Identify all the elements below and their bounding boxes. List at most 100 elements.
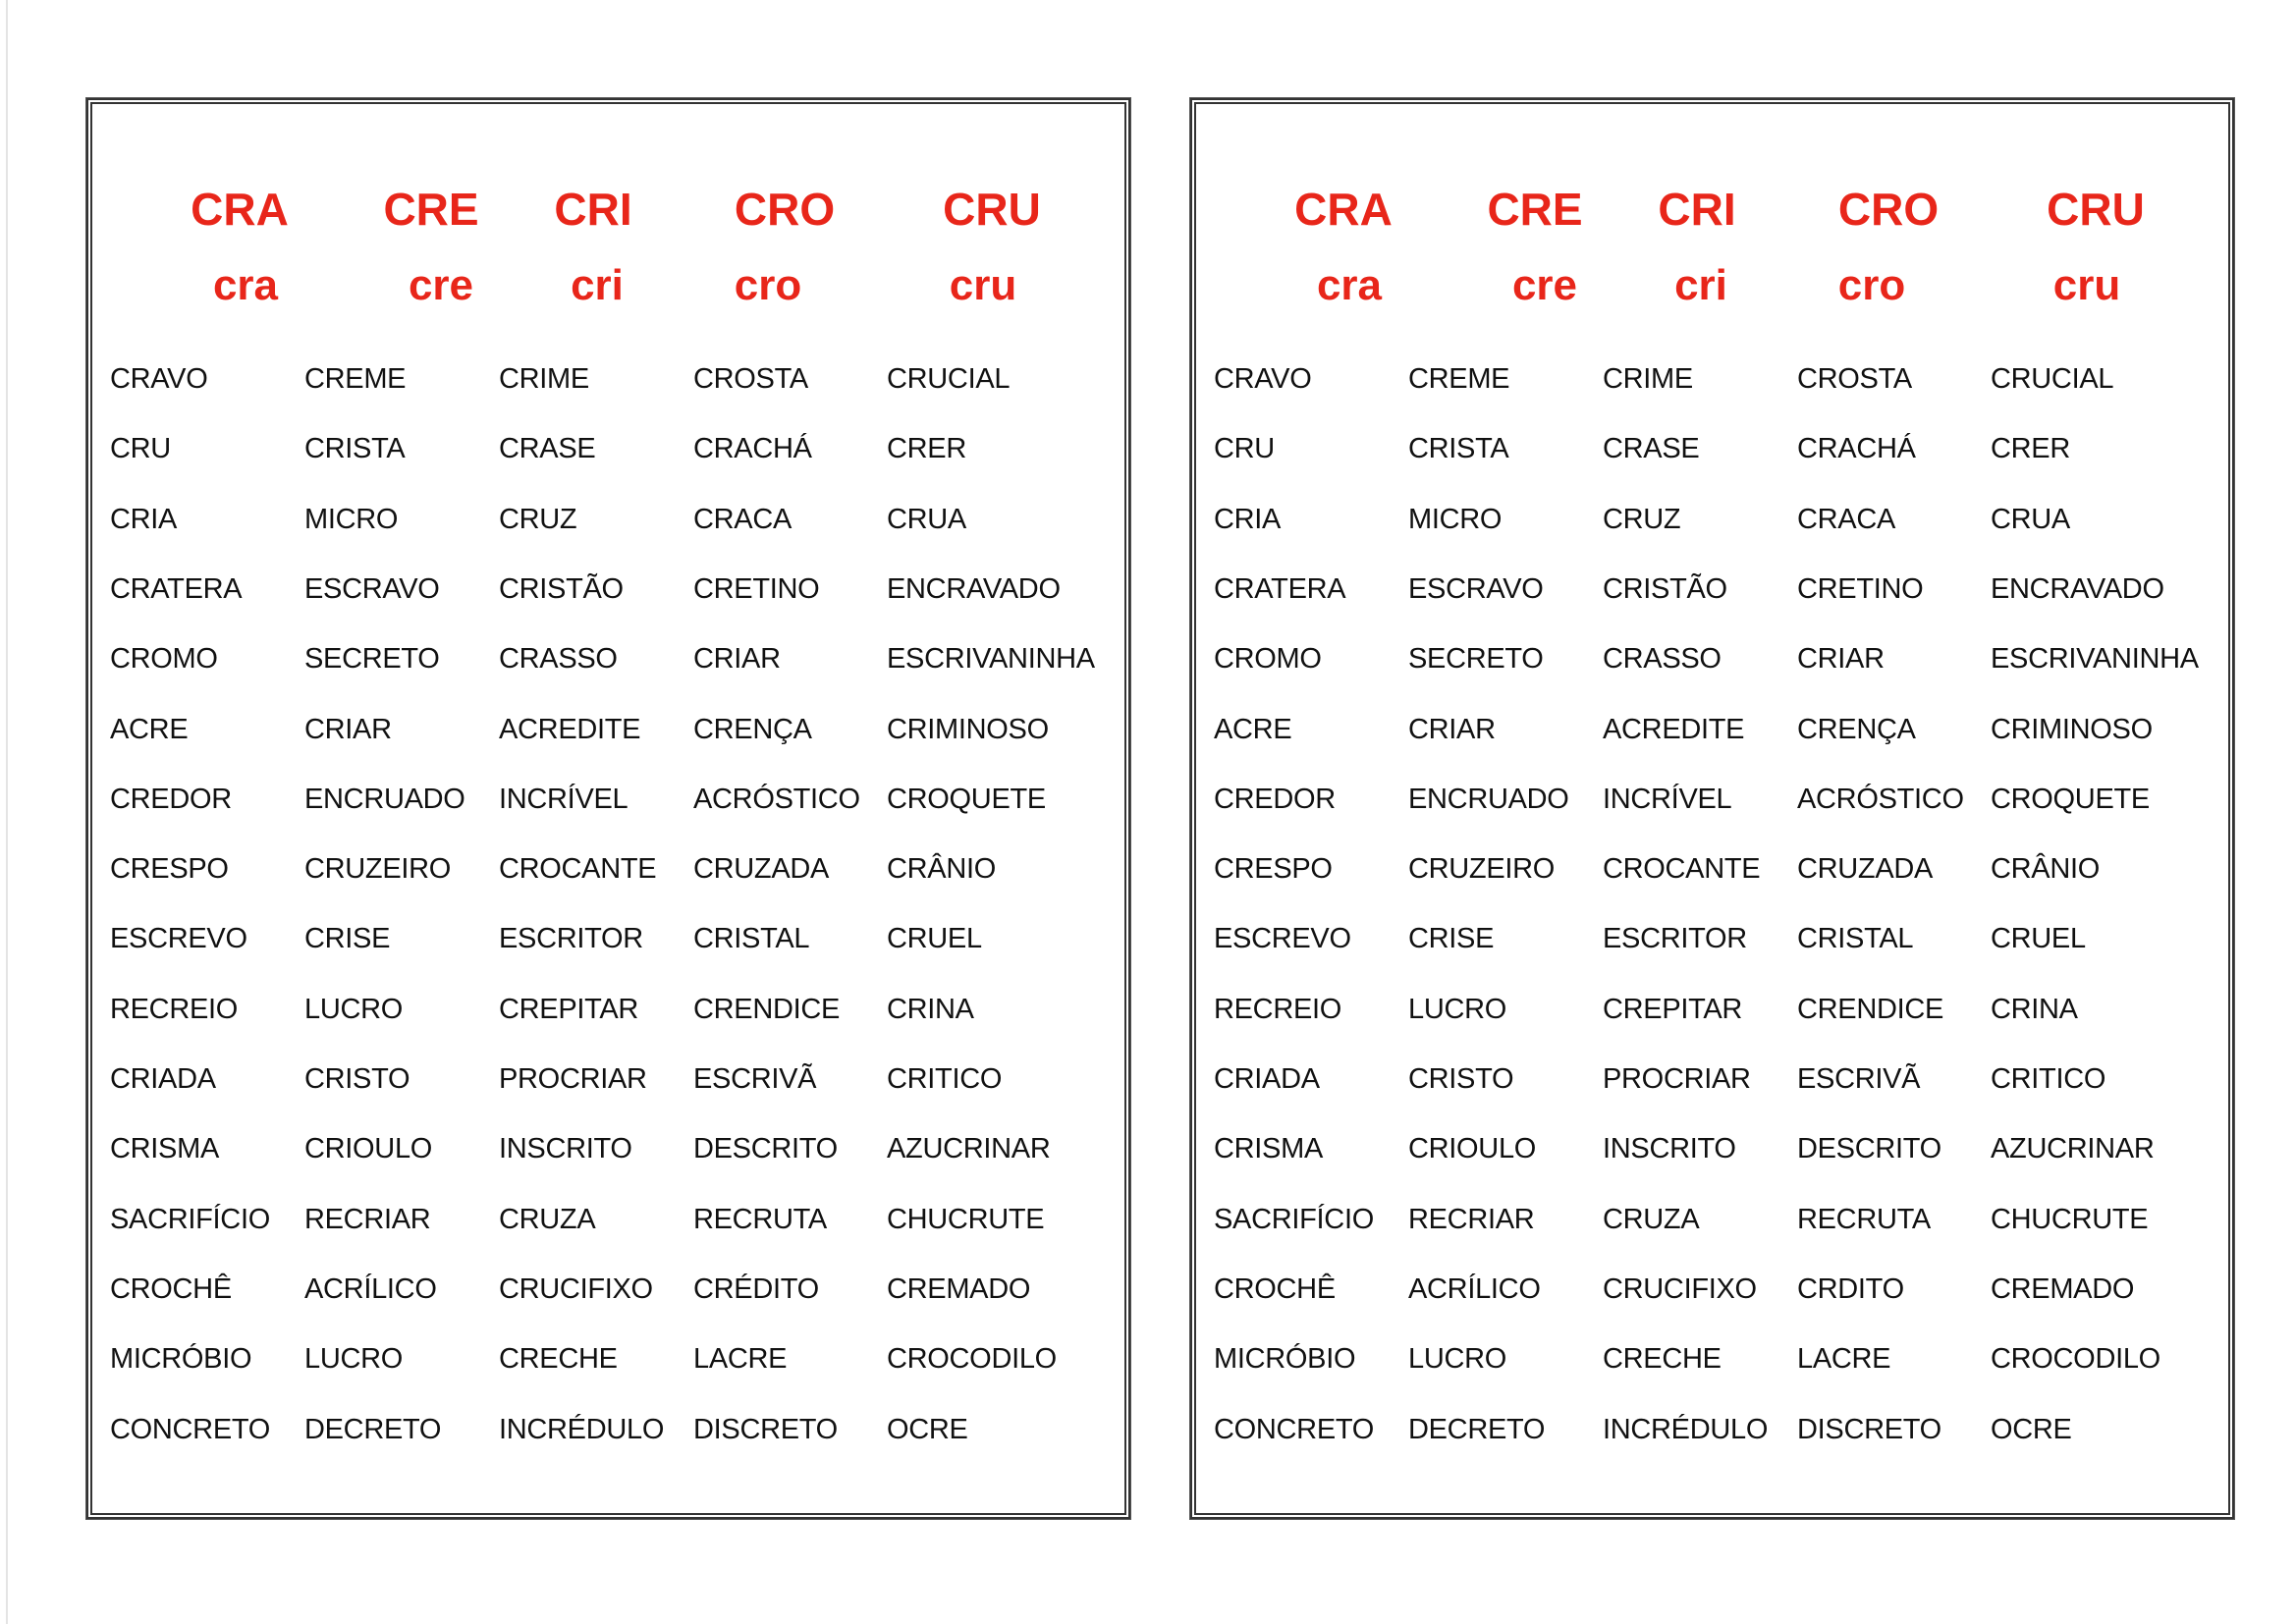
word-cell: DISCRETO xyxy=(693,1413,838,1445)
word-cell: CRENDICE xyxy=(1797,993,1944,1025)
syllable-header-lower: cri xyxy=(571,261,624,309)
word-cell: CRISTÃO xyxy=(1603,572,1727,605)
syllable-header-upper: CRE xyxy=(383,184,479,235)
syllable-header-upper: CRU xyxy=(2047,184,2145,235)
word-cell: DECRETO xyxy=(304,1413,442,1445)
word-cell: CRIOULO xyxy=(304,1133,433,1165)
word-cell: AZUCRINAR xyxy=(887,1133,1051,1165)
word-cell: MICRO xyxy=(304,503,399,535)
word-cell: ENCRUADO xyxy=(1408,783,1569,815)
word-cell: CROMO xyxy=(1214,643,1322,676)
word-cell: CROCANTE xyxy=(1603,853,1761,886)
word-cell: CRUCIAL xyxy=(1991,363,2114,395)
syllable-header-lower: cra xyxy=(1316,261,1383,309)
word-cell: CRIME xyxy=(1603,363,1693,395)
word-cell: CRENÇA xyxy=(693,713,812,745)
word-cell: CRIA xyxy=(110,503,178,535)
word-cell: CRUZA xyxy=(499,1203,596,1235)
word-cell: CRISTAL xyxy=(693,923,810,955)
word-cell: CRETINO xyxy=(693,572,820,605)
syllable-header-upper: CRA xyxy=(191,184,289,235)
word-cell: CRU xyxy=(1214,433,1275,465)
word-cell: CREMADO xyxy=(1991,1272,2135,1305)
word-cell: CRIME xyxy=(499,363,589,395)
word-cell: CRUZA xyxy=(1603,1203,1700,1235)
word-cell: CRUCIAL xyxy=(887,363,1011,395)
word-cell: CRER xyxy=(1991,433,2070,465)
word-cell: CHUCRUTE xyxy=(1991,1203,2149,1235)
syllable-header-lower: cre xyxy=(1511,261,1578,309)
word-cell: CRUZADA xyxy=(693,853,830,886)
word-cell: PROCRIAR xyxy=(1603,1063,1751,1095)
word-cell: CROQUETE xyxy=(887,783,1046,815)
word-cell: OCRE xyxy=(1991,1413,2072,1445)
word-cell: MICRÓBIO xyxy=(110,1343,252,1376)
word-cell: RECREIO xyxy=(1214,993,1342,1025)
word-cell: CREPITAR xyxy=(1603,993,1743,1025)
word-cell: CRESPO xyxy=(1214,853,1333,886)
word-cell: ENCRAVADO xyxy=(1991,572,2164,605)
word-cell: CRECHE xyxy=(499,1343,618,1376)
word-cell: CRINA xyxy=(887,993,974,1025)
word-cell: CRÂNIO xyxy=(1991,853,2100,886)
syllable-header-upper: CRU xyxy=(943,184,1041,235)
word-cell: DECRETO xyxy=(1408,1413,1546,1445)
word-cell: CRASSO xyxy=(499,643,618,676)
word-cell: CRIOULO xyxy=(1408,1133,1537,1165)
word-cell: CRISMA xyxy=(1214,1133,1323,1165)
word-cell: ESCRAVO xyxy=(1408,572,1544,605)
word-cell: CRESPO xyxy=(110,853,229,886)
word-cell: CREME xyxy=(304,363,407,395)
word-cell: CROSTA xyxy=(1797,363,1912,395)
word-cell: INSCRITO xyxy=(499,1133,632,1165)
word-cell: CRUA xyxy=(887,503,966,535)
word-cell: CRASE xyxy=(499,433,596,465)
word-cell: LACRE xyxy=(1797,1343,1891,1376)
word-cell: CRIADA xyxy=(1214,1063,1320,1095)
word-cell: CRUCIFIXO xyxy=(499,1272,653,1305)
word-cell: LUCRO xyxy=(304,993,404,1025)
word-cell: CRUCIFIXO xyxy=(1603,1272,1757,1305)
word-cell: SACRIFÍCIO xyxy=(1214,1203,1374,1235)
word-cell: DESCRITO xyxy=(693,1133,838,1165)
word-cell: CRAVO xyxy=(1214,363,1312,395)
word-cell: CRISTÃO xyxy=(499,572,624,605)
word-cell: CRIAR xyxy=(1797,643,1885,676)
word-cell: CRECHE xyxy=(1603,1343,1722,1376)
word-cell: RECRIAR xyxy=(1408,1203,1535,1235)
word-cell: INCRÍVEL xyxy=(499,783,629,815)
word-cell: ACRÓSTICO xyxy=(1797,783,1964,815)
word-cell: CROCODILO xyxy=(887,1343,1057,1376)
word-cell: CRUA xyxy=(1991,503,2070,535)
word-cell: CRÂNIO xyxy=(887,853,996,886)
word-cell: CRUZADA xyxy=(1797,853,1934,886)
word-cell: ESCRIVANINHA xyxy=(887,643,1095,676)
word-cell: LACRE xyxy=(693,1343,788,1376)
word-cell: CRU xyxy=(110,433,171,465)
word-cell: CRENDICE xyxy=(693,993,841,1025)
word-cell: INSCRITO xyxy=(1603,1133,1736,1165)
word-cell: CRÉDITO xyxy=(693,1272,819,1305)
word-cell: CROQUETE xyxy=(1991,783,2150,815)
word-cell: CRIAR xyxy=(1408,713,1496,745)
word-cell: CRUEL xyxy=(887,923,982,955)
word-cell: CRUZEIRO xyxy=(1408,853,1556,886)
word-cell: CRASE xyxy=(1603,433,1700,465)
word-cell: CRACHÁ xyxy=(693,433,812,465)
word-cell: ACRÍLICO xyxy=(1408,1272,1541,1305)
word-cell: LUCRO xyxy=(1408,993,1507,1025)
word-cell: CROMO xyxy=(110,643,218,676)
word-cell: CRAVO xyxy=(110,363,208,395)
word-cell: RECREIO xyxy=(110,993,239,1025)
word-cell: INCRÉDULO xyxy=(1603,1413,1769,1445)
word-cell: CRUEL xyxy=(1991,923,2086,955)
syllable-header-upper: CRA xyxy=(1294,184,1393,235)
word-cell: LUCRO xyxy=(304,1343,404,1376)
word-cell: CRUZ xyxy=(1603,503,1681,535)
word-cell: ACRÍLICO xyxy=(304,1272,437,1305)
syllable-header-upper: CRE xyxy=(1487,184,1583,235)
word-cell: CRUZ xyxy=(499,503,577,535)
word-cell: CRIADA xyxy=(110,1063,216,1095)
syllable-header-upper: CRO xyxy=(1837,184,1940,235)
word-cell: CROCODILO xyxy=(1991,1343,2160,1376)
